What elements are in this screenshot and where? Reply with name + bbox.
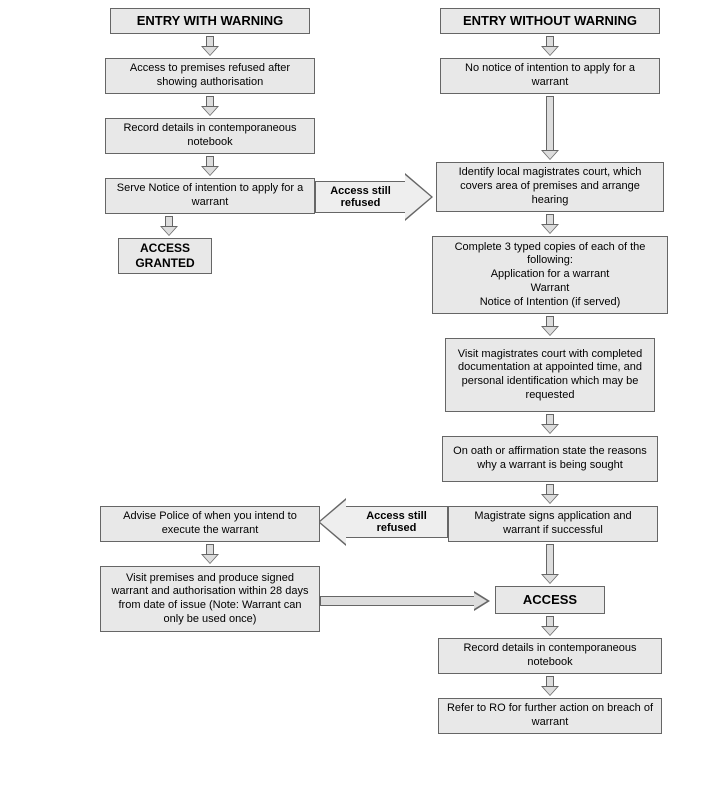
left-step-serve-notice: Serve Notice of intention to apply for a… (105, 178, 315, 214)
right-step-no-notice: No notice of intention to apply for a wa… (440, 58, 660, 94)
arrow-down (541, 484, 559, 504)
visit-premises: Visit premises and produce signed warran… (100, 566, 320, 632)
right-step-oath: On oath or affirmation state the reasons… (442, 436, 658, 482)
right-step-magistrate-signs: Magistrate signs application and warrant… (448, 506, 658, 542)
access-granted: ACCESS GRANTED (118, 238, 212, 274)
entry-without-warning-title: ENTRY WITHOUT WARNING (440, 8, 660, 34)
arrow-down (201, 156, 219, 176)
arrow-down (201, 36, 219, 56)
entry-with-warning-title: ENTRY WITH WARNING (110, 8, 310, 34)
left-step-record: Record details in contemporaneous notebo… (105, 118, 315, 154)
record-details-2: Record details in contemporaneous notebo… (438, 638, 662, 674)
access-box: ACCESS (495, 586, 605, 614)
arrow-down (201, 544, 219, 564)
right-step-identify-court: Identify local magistrates court, which … (436, 162, 664, 212)
advise-police: Advise Police of when you intend to exec… (100, 506, 320, 542)
left-step-refused: Access to premises refused after showing… (105, 58, 315, 94)
arrow-down (160, 216, 178, 236)
arrow-down (541, 414, 559, 434)
arrow-right (320, 592, 494, 612)
refer-ro: Refer to RO for further action on breach… (438, 698, 662, 734)
arrow-down (541, 676, 559, 696)
arrow-down (201, 96, 219, 116)
access-still-refused-arrow-1: Access still refused (315, 175, 445, 223)
right-step-complete-copies: Complete 3 typed copies of each of the f… (432, 236, 668, 314)
arrow-down (541, 316, 559, 336)
right-step-visit-court: Visit magistrates court with completed d… (445, 338, 655, 412)
access-still-refused-arrow-2: Access still refused (320, 500, 448, 548)
arrow-down (541, 214, 559, 234)
arrow-down (541, 96, 559, 160)
arrow-down (541, 544, 559, 584)
arrow-down (541, 36, 559, 56)
arrow-down (541, 616, 559, 636)
